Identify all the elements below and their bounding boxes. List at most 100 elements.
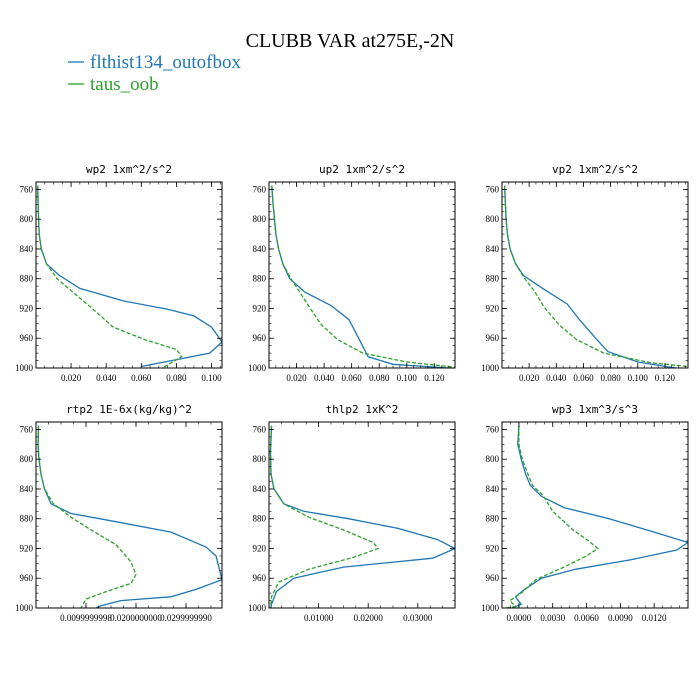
y-tick-label: 1000 [15, 603, 34, 613]
panel-title: rtp2 1E-6x(kg/kg)^2 [66, 403, 192, 416]
y-tick-label: 840 [253, 484, 267, 494]
series-line-flthist134 [269, 425, 455, 608]
x-tick-label: 0.080 [600, 373, 621, 383]
series-line-taus-oob [269, 425, 380, 608]
panel-5: thlp2 1xK^2 760 800 840 880 920 960 1000 0.01000… [248, 403, 456, 623]
x-tick-label: 0.100 [397, 373, 418, 383]
x-tick-label: 0.060 [342, 373, 363, 383]
y-tick-label: 840 [486, 244, 500, 254]
y-tick-label: 960 [253, 573, 267, 583]
y-tick-label: 800 [20, 214, 34, 224]
x-tick-label: 0.120 [655, 373, 676, 383]
y-tick-label: 920 [20, 543, 34, 553]
y-tick-label: 1000 [481, 363, 500, 373]
y-tick-label: 840 [20, 484, 34, 494]
y-tick-label: 760 [20, 424, 34, 434]
legend-label-flthist134: flthist134_outofbox [90, 52, 241, 73]
figure-title: CLUBB VAR at275E,-2N [246, 30, 455, 52]
series-line-flthist134 [37, 185, 222, 368]
y-tick-label: 880 [486, 274, 500, 284]
legend-label-taus-oob: taus_oob [90, 74, 159, 95]
x-tick-label: 0.040 [96, 373, 117, 383]
y-tick-label: 1000 [248, 603, 267, 613]
y-tick-label: 800 [253, 214, 267, 224]
y-tick-label: 800 [20, 454, 34, 464]
x-tick-label: 0.120 [424, 373, 445, 383]
y-tick-label: 800 [253, 454, 267, 464]
x-tick-label: 0.040 [314, 373, 335, 383]
plot-frame [268, 421, 456, 609]
panel-title: wp3 1xm^3/s^3 [552, 403, 638, 416]
x-tick-label: 0.0030 [540, 613, 565, 623]
y-tick-label: 840 [486, 484, 500, 494]
y-tick-label: 920 [486, 543, 500, 553]
x-tick-label: 0.080 [166, 373, 187, 383]
panel-title: thlp2 1xK^2 [326, 403, 399, 416]
panel-2: up2 1xm^2/s^2 760 800 840 880 920 960 1000 0.020… [248, 163, 456, 383]
x-tick-label: 0.100 [201, 373, 222, 383]
panel-title: wp2 1xm^2/s^2 [86, 163, 172, 176]
y-tick-label: 800 [486, 214, 500, 224]
legend: flthist134_outofbox taus_oob [68, 52, 241, 95]
x-tick-label: 0.040 [546, 373, 567, 383]
y-tick-label: 760 [486, 424, 500, 434]
y-tick-label: 1000 [15, 363, 34, 373]
y-tick-label: 960 [20, 573, 34, 583]
x-tick-label: 0.01000 [304, 613, 334, 623]
panel-3: vp2 1xm^2/s^2 760 800 840 880 920 960 1000 0.020… [481, 163, 689, 383]
series-line-taus-oob [504, 185, 688, 368]
y-tick-label: 960 [20, 333, 34, 343]
y-tick-label: 920 [486, 303, 500, 313]
y-tick-label: 960 [486, 573, 500, 583]
series-line-taus-oob [505, 425, 599, 608]
y-tick-label: 840 [20, 244, 34, 254]
x-tick-label: 0.0000 [507, 613, 532, 623]
y-tick-label: 920 [253, 543, 267, 553]
series-line-taus-oob [37, 185, 183, 368]
y-tick-label: 760 [20, 184, 34, 194]
y-tick-label: 1000 [481, 603, 500, 613]
panel-title: up2 1xm^2/s^2 [319, 163, 405, 176]
y-tick-label: 1000 [248, 363, 267, 373]
y-tick-label: 920 [20, 303, 34, 313]
y-tick-label: 840 [253, 244, 267, 254]
y-tick-label: 880 [486, 514, 500, 524]
series-line-flthist134 [37, 425, 222, 608]
panel-4: rtp2 1E-6x(kg/kg)^2 760 800 840 880 920 960 100… [15, 403, 223, 623]
x-tick-label: 0.0060 [574, 613, 599, 623]
plot-frame [35, 421, 223, 609]
x-tick-label: 0.080 [369, 373, 390, 383]
y-tick-label: 960 [253, 333, 267, 343]
y-tick-label: 760 [486, 184, 500, 194]
x-tick-label: 0.02000 [354, 613, 384, 623]
panel-title: vp2 1xm^2/s^2 [552, 163, 638, 176]
x-tick-label: 0.020 [519, 373, 540, 383]
panels-grid: wp2 1xm^2/s^2 760 800 840 880 920 960 1000 0.020… [15, 163, 689, 623]
plot-frame [268, 181, 456, 369]
x-tick-label: 0.0299999990 [160, 613, 212, 623]
plot-frame [35, 181, 223, 369]
series-line-taus-oob [37, 425, 137, 608]
x-tick-label: 0.020 [286, 373, 307, 383]
x-tick-label: 0.03000 [403, 613, 433, 623]
x-tick-label: 0.060 [131, 373, 152, 383]
y-tick-label: 880 [20, 274, 34, 284]
y-tick-label: 920 [253, 303, 267, 313]
x-tick-label: 0.100 [628, 373, 649, 383]
x-tick-label: 0.0099999998 [60, 613, 112, 623]
x-tick-label: 0.0090 [608, 613, 633, 623]
x-tick-label: 0.020 [61, 373, 82, 383]
series-line-taus-oob [271, 185, 455, 368]
x-tick-label: 0.060 [573, 373, 594, 383]
series-line-flthist134 [271, 185, 449, 368]
y-tick-label: 880 [253, 274, 267, 284]
y-tick-label: 960 [486, 333, 500, 343]
y-tick-label: 760 [253, 184, 267, 194]
y-tick-label: 800 [486, 454, 500, 464]
x-tick-label: 0.0200000000 [110, 613, 162, 623]
x-tick-label: 0.0120 [642, 613, 667, 623]
series-line-flthist134 [504, 185, 676, 368]
plot-frame [501, 181, 689, 369]
y-tick-label: 880 [253, 514, 267, 524]
